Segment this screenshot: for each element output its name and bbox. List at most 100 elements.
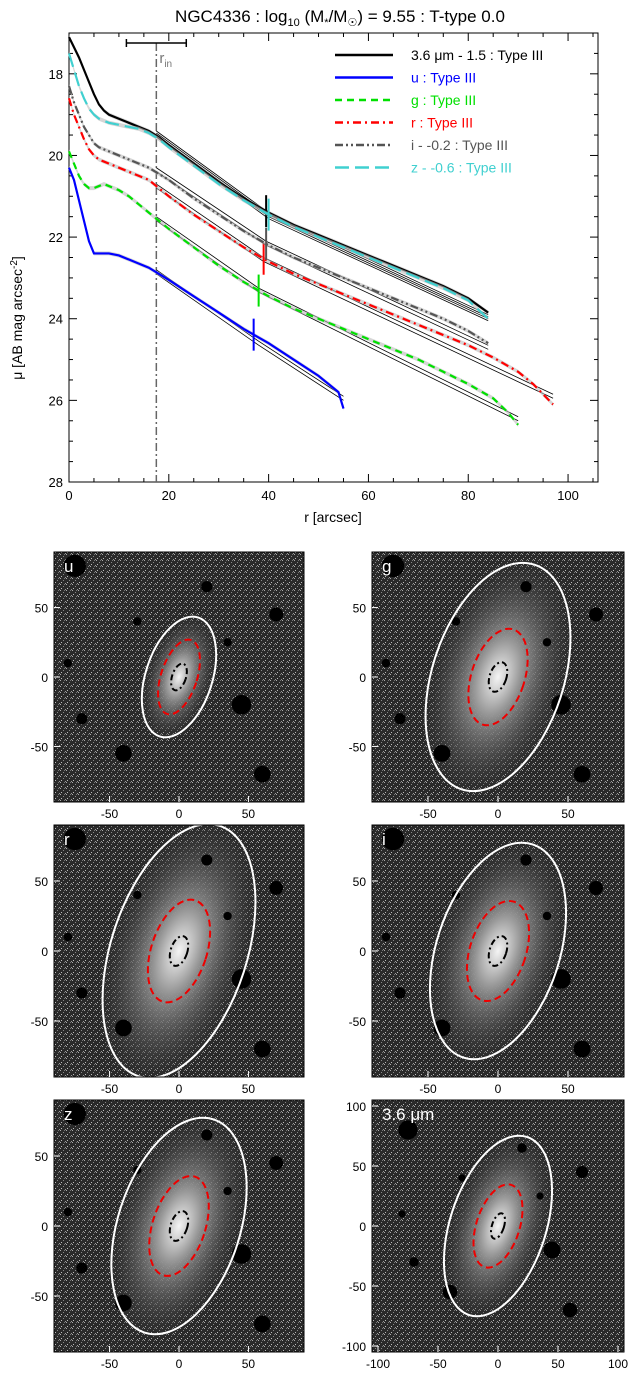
image-panel-1: u 50 0 -50 -50 0 50: [31, 551, 305, 821]
inner-ellipse: [168, 1210, 190, 1242]
x-tick-label: 50: [242, 1082, 256, 1096]
inner-ellipse: [170, 662, 188, 692]
break-ellipse: [467, 627, 529, 727]
x-tick-label: 20: [162, 488, 176, 503]
x-tick-label: 80: [461, 488, 475, 503]
x-tick-label: 100: [608, 1357, 628, 1371]
y-tick-label: 0: [41, 671, 48, 685]
image-panel-4: i 50 0 -50 -50 0 50: [349, 824, 625, 1096]
masked-source: [231, 695, 252, 715]
x-tick-label: 0: [495, 1357, 502, 1371]
panel-label: g: [382, 557, 391, 576]
surface-brightness-profile-chart: NGC4336 : log10 (M*/M☉) = 9.55 : T-type …: [9, 7, 599, 525]
image-panel-2: g 50 0 -50 -50 0 50: [349, 551, 625, 821]
masked-source: [394, 713, 406, 725]
x-tick-label: -50: [101, 1357, 119, 1371]
y-tick-label: 100: [346, 1100, 366, 1114]
y-tick-label: 0: [359, 671, 366, 685]
plot-frame: [68, 32, 599, 483]
x-tick-label: 50: [551, 1357, 565, 1371]
masked-source: [381, 932, 391, 942]
y-tick-label: 50: [35, 1150, 49, 1164]
masked-source: [576, 1166, 588, 1178]
break-ellipse: [146, 898, 212, 1004]
masked-source: [433, 744, 451, 762]
fit-line: [156, 273, 344, 401]
galaxy-light: [107, 1112, 251, 1340]
uncertainty-band: [69, 96, 554, 407]
masked-source: [517, 1143, 527, 1153]
image-panel-5: z 50 0 -50 -50 0 50: [31, 1099, 305, 1371]
panel-label: z: [64, 1105, 73, 1124]
x-tick-label: 0: [176, 1082, 183, 1096]
masked-source: [133, 617, 142, 626]
legend-label: i - -0.2 : Type III: [411, 137, 508, 153]
panel-label: 3.6 μm: [382, 1105, 434, 1124]
outer-ellipse: [101, 825, 257, 1077]
panel-label: u: [64, 557, 73, 576]
x-tick-label: -50: [101, 807, 119, 821]
masked-source: [76, 1262, 88, 1274]
x-tick-label: 50: [242, 1357, 256, 1371]
y-tick-label: 0: [359, 945, 366, 959]
break-ellipse: [148, 1175, 210, 1277]
break-ellipse: [465, 899, 531, 1003]
panel-label: i: [382, 830, 386, 849]
inner-ellipse: [487, 935, 509, 967]
x-tick-label: 50: [561, 807, 575, 821]
y-tick-label: -50: [349, 1280, 367, 1294]
y-tick-label: 50: [353, 875, 367, 889]
legend-label: r : Type III: [411, 115, 473, 131]
y-tick-label: 50: [35, 602, 49, 616]
series-line: [67, 97, 554, 406]
x-tick-label: 60: [361, 488, 375, 503]
x-tick-label: 40: [261, 488, 275, 503]
masked-source: [115, 1019, 132, 1037]
y-tick-label: 22: [49, 230, 63, 245]
x-tick-label: 0: [176, 807, 183, 821]
masked-source: [63, 1207, 73, 1217]
masked-source: [536, 1192, 544, 1200]
masked-source: [133, 890, 142, 900]
x-axis-label: r [arcsec]: [304, 509, 362, 525]
y-tick-label: 0: [41, 1220, 48, 1234]
masked-source: [381, 554, 405, 578]
outer-ellipse: [428, 841, 568, 1061]
y-tick-label: -50: [31, 1015, 49, 1029]
masked-source: [573, 1040, 591, 1058]
x-tick-label: -50: [419, 807, 437, 821]
masked-source: [520, 854, 532, 866]
inner-ellipse: [487, 661, 509, 693]
inner-ellipse: [489, 1212, 507, 1240]
masked-source: [458, 1174, 466, 1182]
masked-source: [254, 1315, 271, 1333]
y-tick-label: 18: [49, 67, 63, 82]
x-tick-label: 0: [495, 807, 502, 821]
masked-source: [76, 713, 88, 725]
outer-ellipse: [424, 561, 572, 793]
series-line: [67, 53, 489, 320]
masked-source: [589, 881, 603, 895]
r-in-label: rin: [159, 50, 172, 70]
y-tick-label: -50: [349, 1015, 367, 1029]
legend-label: z - -0.6 : Type III: [411, 160, 512, 176]
masked-source: [201, 1129, 213, 1141]
masked-source: [63, 658, 73, 668]
masked-source: [409, 1257, 419, 1267]
x-tick-label: 50: [561, 1082, 575, 1096]
x-tick-label: 0: [495, 1082, 502, 1096]
legend-label: u : Type III: [411, 70, 476, 86]
galaxy-light: [426, 837, 570, 1065]
masked-source: [542, 638, 552, 647]
masked-source: [223, 911, 232, 921]
masked-source: [442, 1284, 458, 1300]
masked-source: [63, 554, 86, 577]
break-ellipse: [472, 1183, 524, 1269]
masked-source: [115, 745, 132, 762]
galaxy-light: [421, 557, 575, 797]
masked-source: [201, 581, 213, 593]
break-ellipse: [157, 638, 201, 716]
y-tick-label: 0: [41, 945, 48, 959]
